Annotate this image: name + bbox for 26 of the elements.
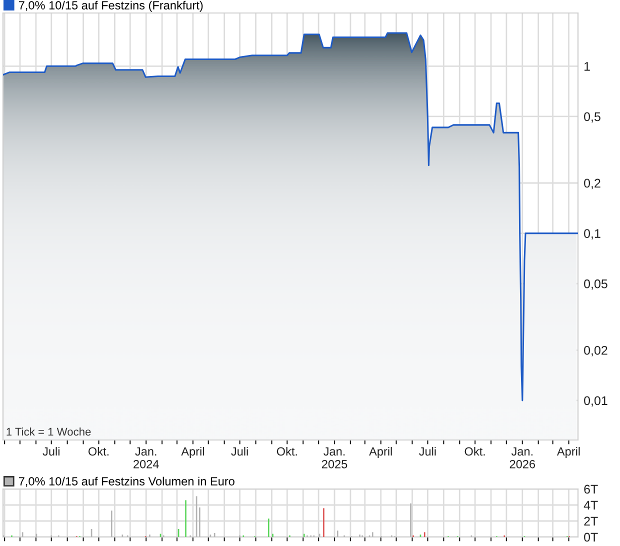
x-tick-label: Okt. [276, 446, 297, 456]
y-tick-label: 0,2 [584, 178, 600, 190]
y-tick-label: 6T [584, 484, 598, 494]
y-tick-label: 2T [584, 516, 598, 526]
x-tick-label: Jan. 2025 [322, 447, 348, 468]
y-tick-label: 0,5 [584, 112, 600, 123]
x-tick-label: Juli [231, 446, 248, 456]
x-tick-label: Juli [419, 446, 436, 456]
x-tick-label: Okt. [88, 446, 108, 456]
y-tick-label: 0,02 [584, 346, 608, 356]
x-tick-label: April [556, 446, 580, 458]
x-tick-label: April [181, 446, 204, 458]
y-tick-label: 0,05 [584, 279, 608, 290]
y-tick-label: 1 [584, 62, 590, 71]
legend-label: 7,0% 10/15 auf Festzins Volumen in Euro [18, 476, 234, 487]
x-tick-label: Okt. [464, 446, 485, 456]
y-tick-label: 0,01 [584, 396, 608, 407]
x-tick-label: Juli [42, 446, 60, 456]
legend-label: 7,0% 10/15 auf Festzins (Frankfurt) [18, 0, 203, 12]
y-tick-label: 4T [584, 500, 598, 510]
x-tick-label: April [369, 446, 392, 458]
x-tick-label: Jan. 2024 [134, 447, 159, 468]
annotation: 1 Tick = 1 Woche [6, 428, 91, 436]
x-tick-label: Jan. 2026 [510, 447, 536, 468]
y-tick-label: 0T [584, 532, 598, 542]
y-tick-label: 0,1 [584, 229, 600, 240]
